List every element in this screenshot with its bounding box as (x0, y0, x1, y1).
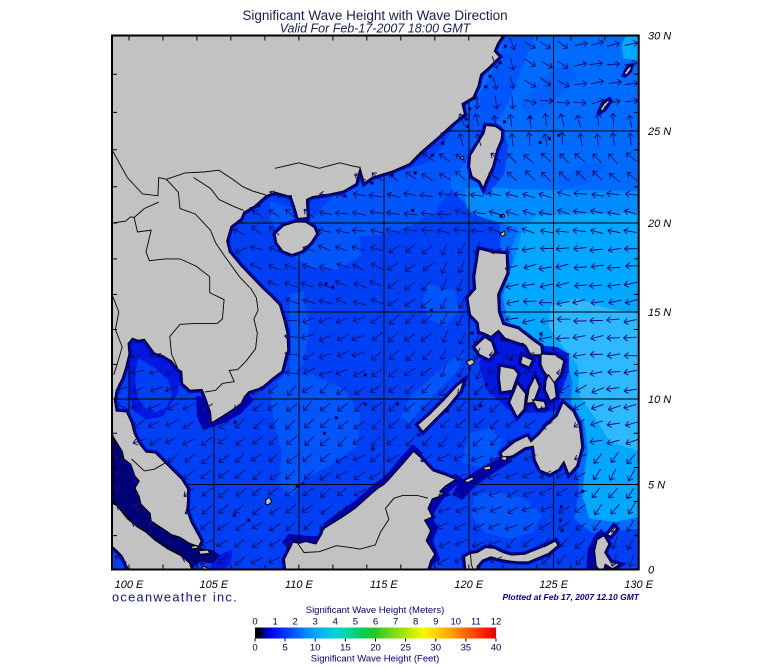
svg-text:20: 20 (370, 643, 381, 654)
svg-text:9: 9 (433, 617, 438, 628)
svg-text:20 N: 20 N (647, 218, 671, 230)
svg-text:1: 1 (272, 617, 277, 628)
svg-text:Significant Wave Height with W: Significant Wave Height with Wave Direct… (242, 8, 507, 23)
svg-text:130 E: 130 E (624, 579, 653, 591)
svg-text:Valid For Feb-17-2007 18:00 GM: Valid For Feb-17-2007 18:00 GMT (280, 22, 472, 36)
svg-text:10: 10 (451, 617, 462, 628)
svg-text:6: 6 (373, 617, 378, 628)
svg-text:11: 11 (471, 617, 481, 628)
svg-text:120 E: 120 E (454, 579, 483, 591)
svg-text:oceanweather inc.: oceanweather inc. (112, 590, 238, 605)
svg-text:10: 10 (310, 643, 321, 654)
svg-text:5: 5 (353, 617, 358, 628)
svg-text:15: 15 (340, 643, 351, 654)
svg-text:0: 0 (648, 565, 655, 577)
svg-text:125 E: 125 E (539, 579, 568, 591)
svg-text:35: 35 (461, 643, 472, 654)
svg-text:30 N: 30 N (648, 31, 671, 43)
svg-text:5 N: 5 N (648, 480, 665, 492)
svg-text:30: 30 (431, 643, 442, 654)
svg-text:3: 3 (313, 617, 318, 628)
svg-text:25: 25 (400, 643, 411, 654)
svg-text:25 N: 25 N (647, 126, 671, 138)
svg-text:Significant Wave Height (Meter: Significant Wave Height (Meters) (306, 605, 445, 616)
svg-text:8: 8 (413, 617, 418, 628)
svg-text:100 E: 100 E (115, 579, 144, 591)
svg-text:40: 40 (491, 643, 502, 654)
svg-text:115 E: 115 E (370, 579, 399, 591)
svg-text:10 N: 10 N (648, 394, 671, 406)
svg-text:0: 0 (252, 617, 257, 628)
svg-text:5: 5 (282, 643, 287, 654)
svg-text:110 E: 110 E (285, 579, 314, 591)
svg-text:0: 0 (252, 643, 257, 654)
svg-text:2: 2 (293, 617, 298, 628)
svg-text:12: 12 (491, 617, 502, 628)
svg-text:Significant Wave Height (Feet): Significant Wave Height (Feet) (311, 654, 439, 665)
svg-text:Plotted at Feb 17, 2007 12.10: Plotted at Feb 17, 2007 12.10 GMT (502, 592, 639, 602)
svg-text:105 E: 105 E (200, 579, 229, 591)
svg-text:7: 7 (393, 617, 398, 628)
svg-text:15 N: 15 N (648, 307, 671, 319)
svg-text:4: 4 (333, 617, 338, 628)
